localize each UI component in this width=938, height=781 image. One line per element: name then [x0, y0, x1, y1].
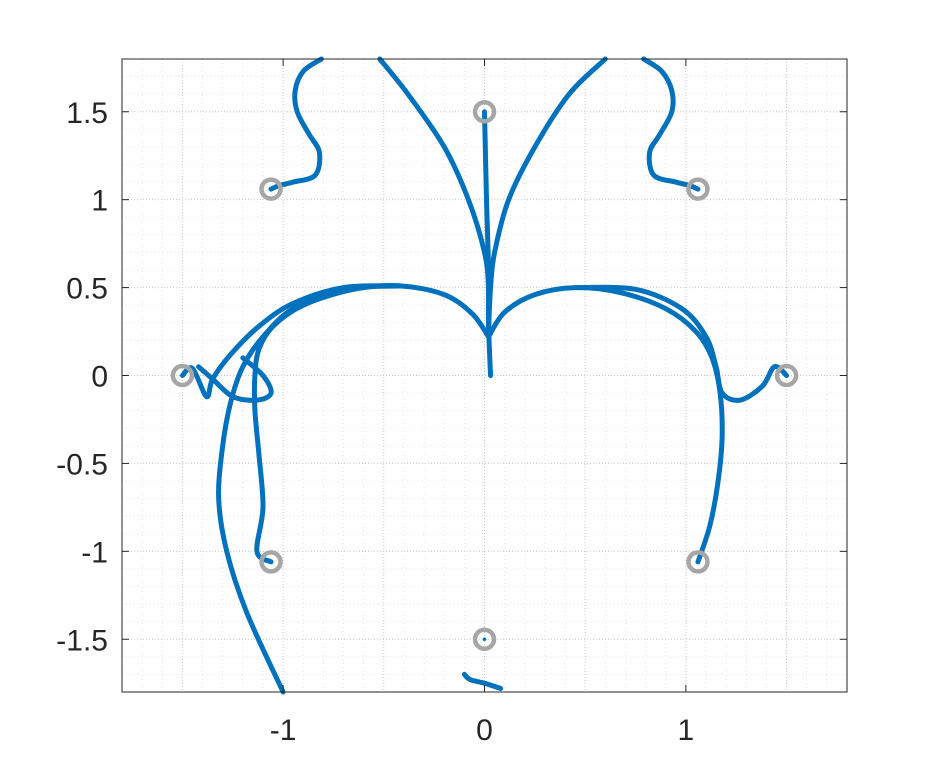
marker-center-3: [696, 187, 700, 191]
marker-point-2: [472, 100, 497, 124]
marker-center-2: [482, 109, 487, 114]
marker-point-1: [259, 177, 283, 201]
marker-point-3: [686, 177, 710, 201]
major-grid: [122, 59, 847, 692]
series-curve-1: [268, 56, 324, 192]
y-tick-label: -1: [81, 536, 108, 569]
marker-center-6: [269, 560, 273, 564]
marker-group: [170, 100, 799, 651]
marker-center-4: [180, 373, 185, 378]
y-tick-label: -1.5: [56, 624, 108, 657]
y-tick-label: 1: [91, 185, 108, 218]
series-curve-3: [641, 56, 701, 192]
x-tick-label: 0: [476, 714, 493, 747]
x-tick-label: 1: [678, 714, 695, 747]
series-curve-8: [486, 285, 725, 565]
marker-point-4: [170, 363, 195, 388]
y-tick-label: 1.5: [66, 97, 108, 130]
series-curve-11: [216, 283, 403, 695]
marker-point-8: [472, 627, 497, 651]
series-curve-13: [461, 671, 504, 691]
y-tick-label: 0: [91, 361, 108, 394]
marker-point-6: [259, 550, 283, 574]
marker-point-5: [774, 363, 799, 388]
marker-center-7: [696, 560, 700, 564]
y-tick-label: -0.5: [56, 448, 108, 481]
marker-center-8: [482, 637, 487, 642]
curve-group: [179, 56, 790, 695]
series-curve-10: [572, 284, 790, 403]
series-curve-6: [486, 56, 608, 335]
marker-point-7: [686, 550, 710, 574]
y-tick-labels: -1.5 -1 -0.5 0 0.5 1 1.5: [56, 97, 108, 658]
y-tick-label: 0.5: [66, 273, 108, 306]
x-tick-labels: -1 0 1: [270, 714, 694, 747]
marker-center-5: [784, 373, 789, 378]
tick-marks: [122, 59, 847, 692]
marker-center-1: [269, 187, 273, 191]
series-curve-12: [196, 355, 274, 403]
x-tick-label: -1: [270, 714, 297, 747]
